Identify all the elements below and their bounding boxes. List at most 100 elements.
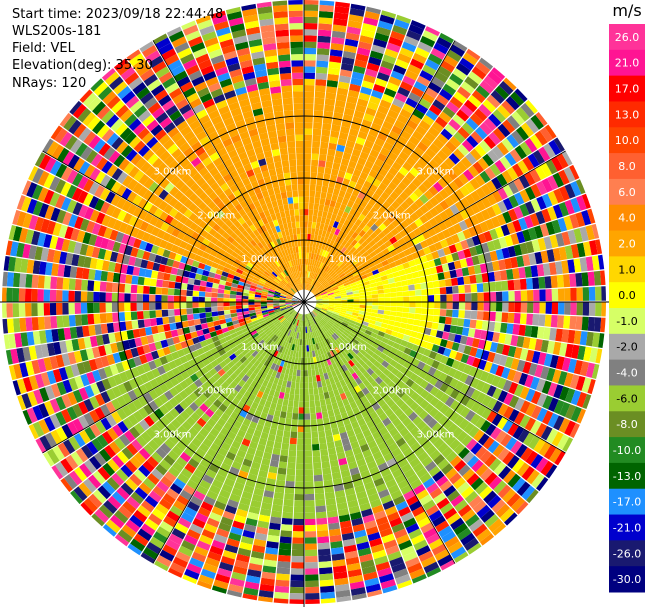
velocity-cell: [310, 302, 317, 304]
velocity-cell: [471, 89, 486, 104]
velocity-cell: [287, 293, 293, 297]
velocity-cell: [275, 371, 282, 379]
velocity-cell: [502, 211, 513, 224]
velocity-cell: [537, 237, 547, 251]
velocity-cell: [512, 426, 525, 440]
velocity-cell: [40, 372, 51, 387]
velocity-cell: [425, 237, 435, 246]
velocity-cell: [310, 234, 315, 241]
velocity-cell: [267, 294, 274, 298]
velocity-cell: [294, 319, 298, 326]
velocity-cell: [96, 434, 109, 448]
velocity-cell: [325, 275, 332, 282]
velocity-cell: [317, 342, 322, 350]
velocity-cell: [526, 469, 540, 485]
velocity-cell: [315, 305, 322, 309]
velocity-cell: [281, 289, 288, 294]
velocity-cell: [54, 179, 66, 194]
velocity-cell: [328, 303, 335, 306]
velocity-cell: [345, 101, 357, 111]
velocity-cell: [295, 338, 299, 345]
velocity-cell: [420, 240, 429, 249]
velocity-cell: [391, 161, 402, 172]
velocity-cell: [153, 208, 164, 219]
velocity-cell: [326, 252, 332, 259]
velocity-cell: [349, 83, 361, 93]
velocity-cell: [394, 259, 403, 267]
velocity-cell: [315, 72, 328, 80]
velocity-cell: [326, 80, 338, 88]
velocity-cell: [188, 457, 200, 469]
velocity-cell: [484, 513, 499, 528]
velocity-cell: [187, 277, 195, 285]
velocity-cell: [37, 289, 44, 302]
velocity-cell: [256, 284, 264, 289]
velocity-cell: [334, 583, 350, 592]
velocity-cell: [378, 372, 387, 381]
velocity-cell: [300, 370, 304, 377]
velocity-cell: [464, 76, 479, 90]
velocity-cell: [199, 285, 206, 292]
velocity-cell: [349, 208, 357, 216]
velocity-cell: [344, 355, 351, 363]
velocity-cell: [264, 337, 271, 344]
velocity-cell: [526, 313, 534, 326]
velocity-cell: [356, 490, 368, 500]
velocity-cell: [253, 360, 261, 368]
velocity-cell: [340, 246, 347, 254]
velocity-cell: [306, 313, 309, 321]
velocity-cell: [317, 322, 323, 328]
velocity-cell: [267, 296, 274, 299]
velocity-cell: [206, 276, 215, 283]
velocity-cell: [317, 542, 330, 550]
velocity-cell: [248, 309, 256, 314]
velocity-cell: [43, 289, 51, 302]
velocity-cell: [313, 468, 323, 476]
velocity-cell: [317, 361, 322, 369]
velocity-cell: [173, 358, 183, 367]
velocity-cell: [588, 286, 596, 301]
velocity-cell: [288, 393, 295, 401]
velocity-cell: [226, 472, 238, 482]
velocity-cell: [326, 510, 338, 518]
velocity-cell: [344, 172, 353, 181]
velocity-cell: [342, 114, 353, 123]
velocity-cell: [93, 291, 100, 302]
velocity-cell: [329, 246, 335, 254]
velocity-cell: [482, 282, 490, 292]
velocity-cell: [344, 362, 352, 370]
velocity-cell: [106, 388, 117, 401]
velocity-cell: [308, 382, 314, 389]
velocity-cell: [6, 272, 15, 287]
velocity-cell: [168, 207, 179, 218]
velocity-cell: [12, 303, 20, 318]
velocity-cell: [390, 330, 399, 338]
velocity-cell: [61, 238, 71, 252]
velocity-cell: [447, 367, 457, 378]
velocity-cell: [28, 166, 39, 181]
velocity-cell: [218, 360, 227, 369]
velocity-cell: [462, 468, 475, 482]
velocity-cell: [246, 385, 255, 394]
velocity-cell: [310, 302, 317, 304]
velocity-cell: [180, 289, 187, 296]
velocity-cell: [28, 375, 39, 391]
velocity-cell: [374, 376, 383, 385]
velocity-cell: [108, 441, 121, 455]
velocity-cell: [62, 211, 73, 226]
velocity-cell: [350, 239, 358, 247]
velocity-cell: [217, 417, 227, 427]
velocity-cell: [493, 322, 502, 333]
velocity-cell: [306, 307, 310, 314]
velocity-cell: [458, 302, 466, 310]
velocity-cell: [318, 430, 326, 438]
velocity-cell: [355, 264, 363, 271]
velocity-cell: [50, 316, 58, 329]
velocity-cell: [321, 366, 327, 374]
velocity-cell: [278, 283, 284, 289]
velocity-cell: [322, 417, 330, 425]
velocity-cell: [183, 396, 194, 406]
velocity-cell: [334, 303, 342, 306]
velocity-cell: [304, 97, 314, 104]
velocity-cell: [312, 141, 321, 148]
